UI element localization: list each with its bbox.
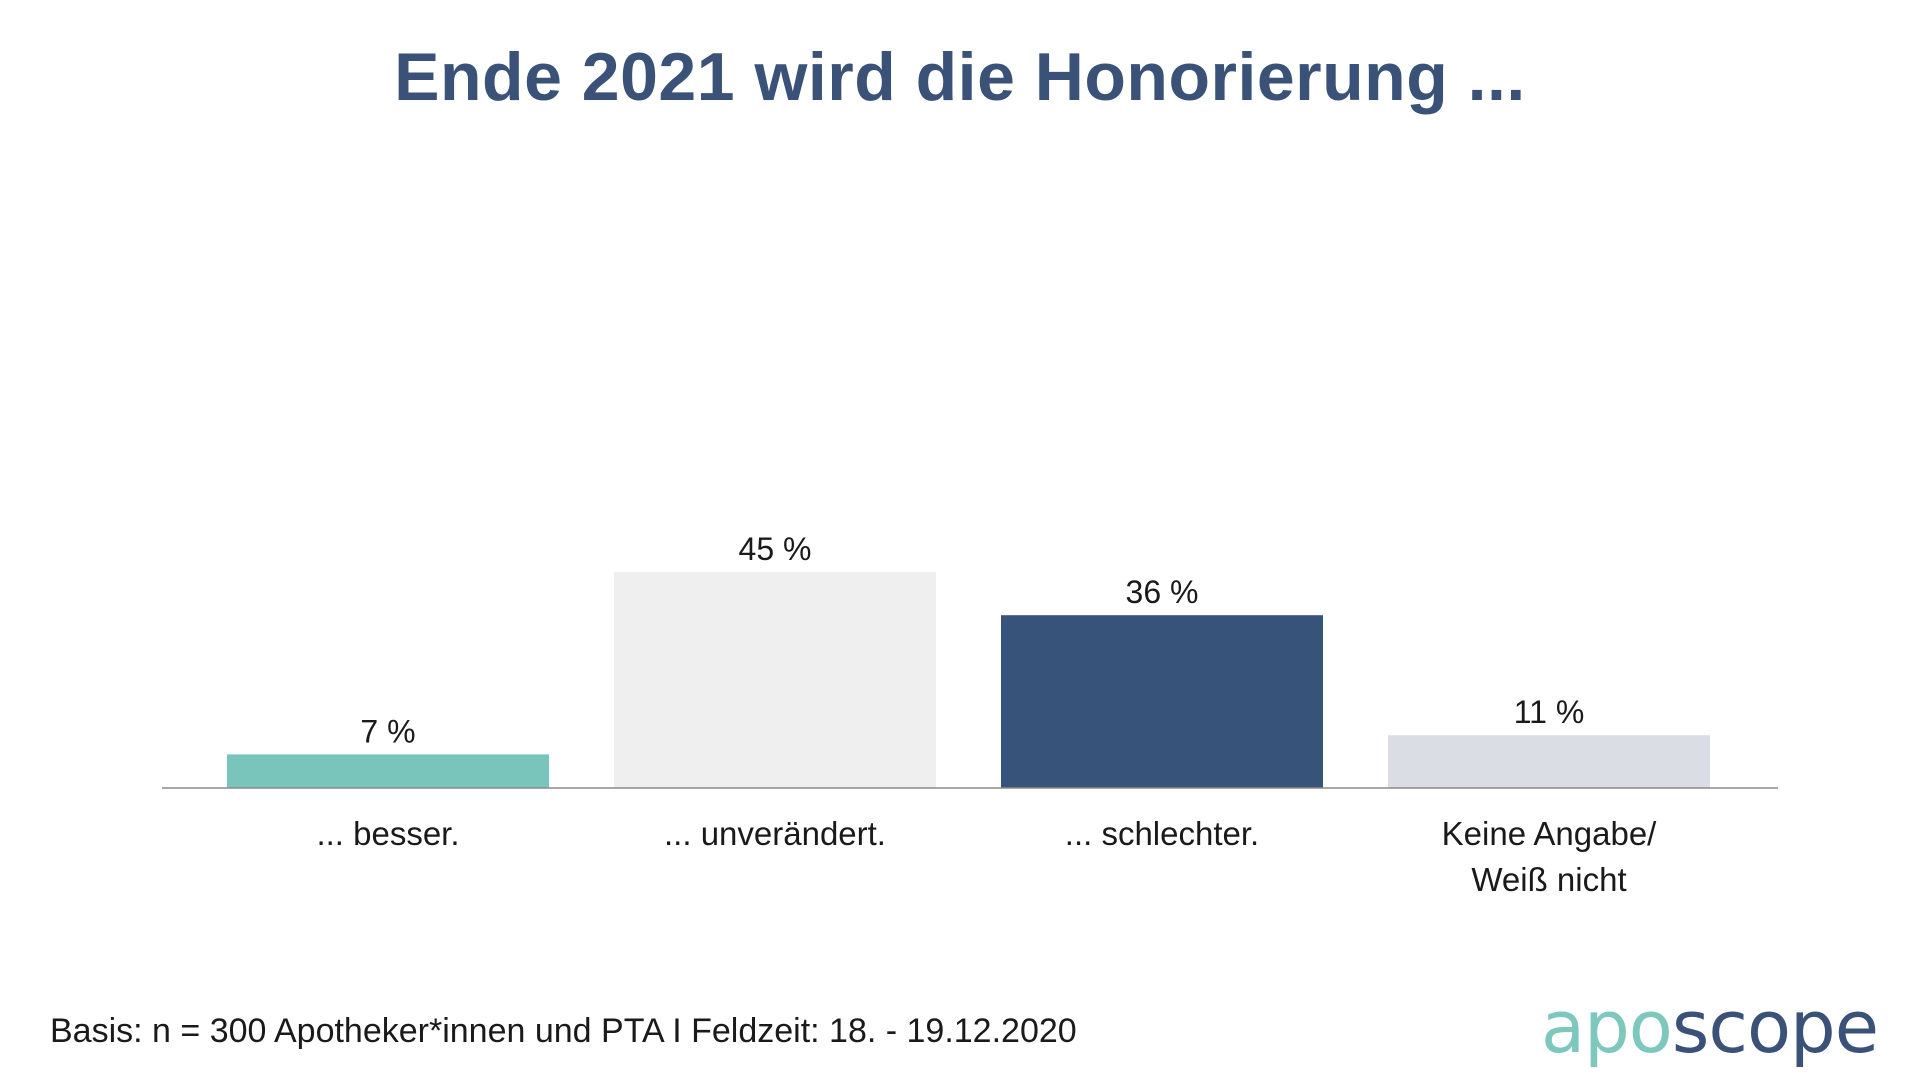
logo-part-scope: scope bbox=[1671, 985, 1879, 1069]
category-label: Weiß nicht bbox=[1471, 861, 1626, 898]
category-label: ... besser. bbox=[316, 815, 459, 852]
footnote: Basis: n = 300 Apotheker*innen und PTA I… bbox=[50, 1012, 1077, 1050]
bar bbox=[1001, 615, 1323, 788]
bar bbox=[1388, 735, 1710, 788]
bar-value-label: 36 % bbox=[1126, 574, 1199, 610]
aposcope-logo: aposcope bbox=[1540, 985, 1879, 1069]
category-label: Keine Angabe/ bbox=[1442, 815, 1658, 852]
category-label: ... schlechter. bbox=[1065, 815, 1259, 852]
bar bbox=[614, 572, 936, 788]
bar bbox=[227, 754, 549, 788]
logo-part-apo: apo bbox=[1540, 985, 1673, 1069]
bar-value-label: 7 % bbox=[360, 713, 415, 749]
chart-title: Ende 2021 wird die Honorierung ... bbox=[394, 39, 1526, 115]
bar-value-label: 45 % bbox=[739, 531, 812, 567]
category-label: ... unverändert. bbox=[664, 815, 886, 852]
bar-value-label: 11 % bbox=[1514, 694, 1585, 730]
